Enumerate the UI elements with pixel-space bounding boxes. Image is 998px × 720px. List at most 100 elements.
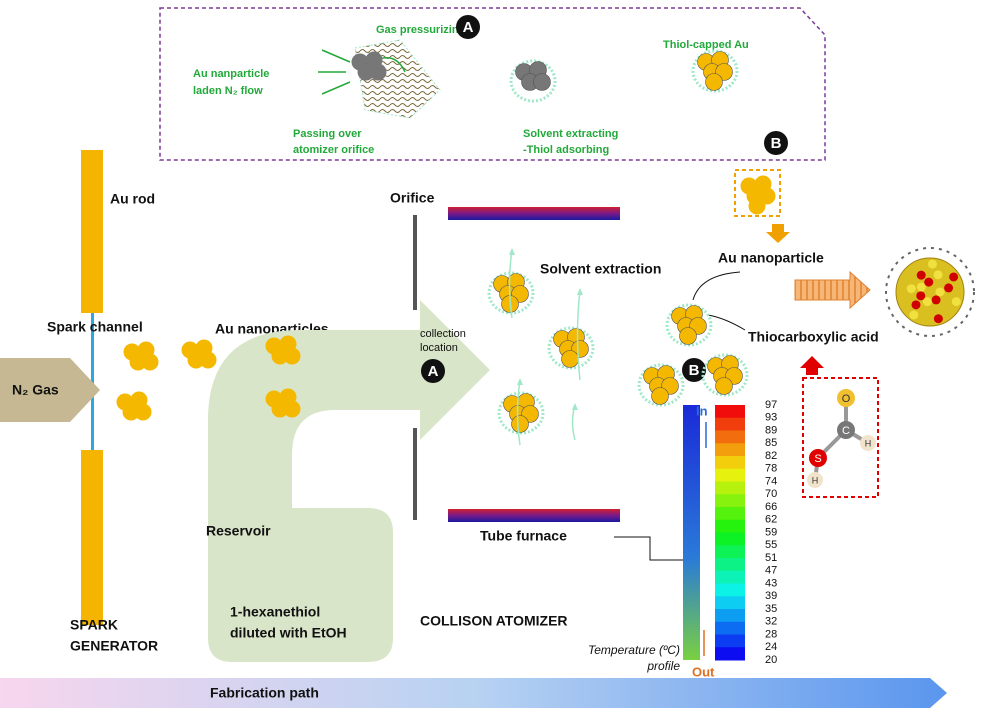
- surface-atoms: [906, 259, 961, 324]
- nanoparticle: [271, 347, 289, 365]
- surface-atom: [924, 277, 934, 287]
- au-rod: [81, 150, 103, 313]
- colorbar-segment: [715, 634, 745, 648]
- label: Tube furnace: [480, 528, 567, 544]
- colorbar-segment: [715, 583, 745, 597]
- colorbar-segment: [715, 481, 745, 495]
- surface-atom: [933, 314, 943, 324]
- arrow-head: [577, 288, 583, 295]
- capped-nanoparticle: [885, 247, 975, 337]
- nanoparticle-cluster: [123, 341, 159, 371]
- nanoparticle: [705, 73, 723, 91]
- marker: [421, 359, 445, 383]
- nanoparticle: [122, 403, 140, 421]
- inset-label: Passing over: [293, 128, 362, 140]
- nanoparticle-cluster: [637, 363, 685, 407]
- nanoparticle-cluster: [665, 303, 713, 347]
- colorbar-label: 24: [765, 641, 777, 653]
- marker-label: B: [689, 362, 700, 379]
- nanoparticle: [533, 73, 551, 91]
- rising-arrow: [576, 289, 581, 381]
- atom-label: S: [814, 453, 821, 465]
- nanoparticle-cluster: [116, 391, 152, 421]
- thiol-shell: [691, 49, 739, 93]
- surface-atom: [935, 287, 945, 297]
- inset-label: Thiol-capped Au: [663, 39, 749, 51]
- surface-atom: [931, 295, 941, 305]
- colorbar-segment: [715, 507, 745, 521]
- label: Solvent extraction: [540, 261, 661, 277]
- gas-arrow: [0, 358, 100, 422]
- orifice-plate: [413, 428, 417, 520]
- thiol-shell: [497, 391, 545, 435]
- colorbar-segment: [715, 609, 745, 623]
- colorbar-label: 82: [765, 450, 777, 462]
- label: Reservoir: [206, 523, 271, 539]
- inset-label: laden N₂ flow: [193, 85, 263, 97]
- colorbar-label: 51: [765, 552, 777, 564]
- label: GENERATOR: [70, 638, 158, 654]
- arrow: [800, 356, 824, 375]
- colorbar-segment: [715, 456, 745, 470]
- nanoparticle: [283, 347, 301, 365]
- atom-label: H: [865, 438, 872, 448]
- inset-frame: [159, 7, 826, 161]
- arrow-head: [509, 248, 515, 255]
- label: N₂ Gas: [12, 382, 59, 398]
- colorbar-segment: [715, 545, 745, 559]
- colorbar-label: 89: [765, 424, 777, 436]
- label: 1-hexanethiol: [230, 604, 320, 620]
- colorbar-segment: [715, 621, 745, 635]
- nanoparticle: [271, 400, 289, 418]
- label: SPARK: [70, 617, 118, 633]
- nanoparticle-cluster: [509, 59, 557, 103]
- rising-arrow: [508, 249, 513, 319]
- nanoparticle-cluster: [181, 339, 217, 369]
- colorbar-label: 55: [765, 539, 777, 551]
- label: Thiocarboxylic acid: [748, 329, 879, 345]
- nanoparticle-cluster: [547, 326, 595, 370]
- surface-atom: [927, 259, 937, 269]
- bonds: [813, 398, 870, 481]
- colorbar-label: 47: [765, 565, 777, 577]
- tube-profile: [683, 405, 700, 660]
- label: Fabrication path: [210, 685, 319, 701]
- inset-label: Gas pressurizing: [376, 24, 465, 36]
- inset-label: atomizer orifice: [293, 144, 374, 156]
- marker: [682, 358, 706, 382]
- pointer: [707, 314, 746, 331]
- atomizer-flow: [208, 300, 490, 662]
- label: Temperature (ºC): [588, 643, 680, 657]
- nanoparticle-cluster: [497, 391, 545, 435]
- colorbar-segment: [715, 494, 745, 508]
- nanoparticle-cluster: [740, 175, 776, 215]
- thiol-shell: [637, 363, 685, 407]
- colorbar-label: 74: [765, 475, 777, 487]
- furnace-wall: [448, 207, 620, 220]
- colorbar-label: 66: [765, 501, 777, 513]
- surface-atom: [944, 283, 954, 293]
- pointer: [614, 536, 684, 561]
- atom-label: O: [842, 393, 851, 405]
- arrow-head: [517, 378, 523, 385]
- nanoparticle: [357, 63, 375, 81]
- nanoparticle-cluster: [351, 51, 387, 81]
- colorbar-label: 20: [765, 654, 777, 666]
- label: Orifice: [390, 190, 435, 206]
- thiol-shell: [547, 326, 595, 370]
- inset-label: -Thiol adsorbing: [523, 144, 609, 156]
- inset-label: Solvent extracting: [523, 128, 618, 140]
- colorbar-segment: [715, 468, 745, 482]
- colorbar-label: 70: [765, 488, 777, 500]
- nanoparticle: [651, 387, 669, 405]
- marker-label: B: [771, 135, 782, 152]
- colorbar-segment: [715, 647, 745, 661]
- label: Au rod: [110, 191, 155, 207]
- colorbar-label: 62: [765, 514, 777, 526]
- pointer: [692, 271, 741, 301]
- colorbar-label: 93: [765, 412, 777, 424]
- colorbar-label: 97: [765, 399, 777, 411]
- colorbar: 9793898582787470666259555147433935322824…: [715, 399, 777, 666]
- colorbar-segment: [715, 430, 745, 444]
- marker: [764, 131, 788, 155]
